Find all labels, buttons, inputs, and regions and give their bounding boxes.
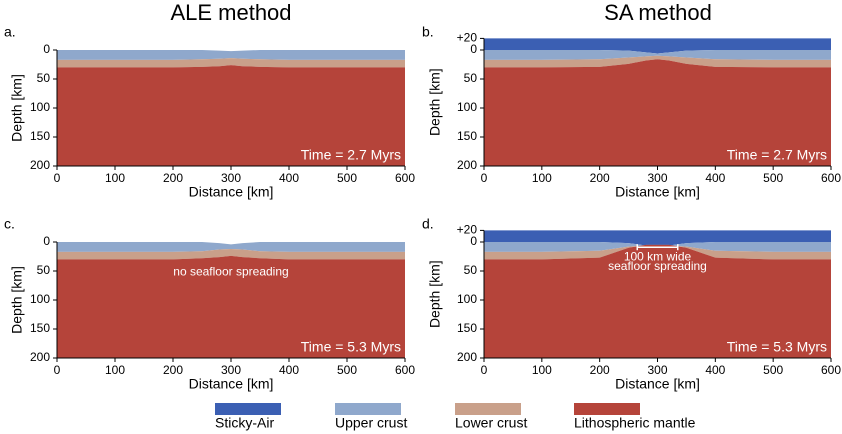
legend-swatch <box>335 403 401 415</box>
y-tick-label: 0 <box>43 42 50 56</box>
layer <box>484 244 831 358</box>
y-tick-label: 50 <box>464 263 478 277</box>
x-tick-label: 400 <box>279 171 299 185</box>
x-tick-label: 500 <box>337 363 357 377</box>
column-title: SA method <box>604 0 712 25</box>
layer <box>484 242 831 252</box>
y-axis-label: Depth [km] <box>9 74 25 142</box>
y-tick-label: +20 <box>457 223 478 237</box>
x-tick-label: 600 <box>395 363 415 377</box>
x-tick-label: 300 <box>647 171 667 185</box>
x-tick-label: 400 <box>705 171 725 185</box>
annotation: 100 km wide <box>624 249 692 263</box>
y-tick-label: 50 <box>37 71 51 85</box>
x-tick-label: 400 <box>279 363 299 377</box>
y-tick-label: 100 <box>457 292 477 306</box>
x-tick-label: 0 <box>54 363 61 377</box>
legend-label: Lower crust <box>455 415 527 431</box>
x-tick-label: 300 <box>221 171 241 185</box>
y-tick-label: 200 <box>30 350 50 364</box>
time-label: Time = 2.7 Myrs <box>301 147 401 163</box>
y-tick-label: 150 <box>457 129 477 143</box>
layer <box>57 255 405 358</box>
x-tick-label: 600 <box>821 363 841 377</box>
panel-label: c. <box>4 216 15 232</box>
legend-label: Sticky-Air <box>215 415 274 431</box>
y-tick-label: 0 <box>470 42 477 56</box>
y-tick-label: 100 <box>30 292 50 306</box>
panel-label: d. <box>422 216 434 232</box>
x-axis-label: Distance [km] <box>189 376 274 392</box>
x-tick-label: 100 <box>532 363 552 377</box>
x-tick-label: 500 <box>763 171 783 185</box>
panel-label: a. <box>4 24 16 40</box>
x-tick-label: 200 <box>163 171 183 185</box>
x-tick-label: 0 <box>481 363 488 377</box>
x-tick-label: 100 <box>105 171 125 185</box>
x-tick-label: 500 <box>337 171 357 185</box>
x-tick-label: 0 <box>54 171 61 185</box>
layer <box>57 50 405 60</box>
y-tick-label: 150 <box>457 321 477 335</box>
y-tick-label: 50 <box>37 263 51 277</box>
x-tick-label: 100 <box>105 363 125 377</box>
layer <box>484 50 831 60</box>
legend-swatch <box>574 403 640 415</box>
annotation: no seafloor spreading <box>173 264 288 278</box>
panel-label: b. <box>422 24 434 40</box>
time-label: Time = 2.7 Myrs <box>727 147 827 163</box>
legend-label: Upper crust <box>335 415 407 431</box>
y-tick-label: 150 <box>30 129 50 143</box>
y-axis-label: Depth [km] <box>427 260 443 328</box>
x-tick-label: 500 <box>763 363 783 377</box>
layer <box>484 55 831 68</box>
y-tick-label: 100 <box>457 100 477 114</box>
x-tick-label: 200 <box>163 363 183 377</box>
y-tick-label: 0 <box>470 234 477 248</box>
time-label: Time = 5.3 Myrs <box>727 339 827 355</box>
layer <box>484 59 831 166</box>
legend-label: Lithospheric mantle <box>574 415 696 431</box>
x-tick-label: 600 <box>395 171 415 185</box>
x-tick-label: 200 <box>590 363 610 377</box>
x-tick-label: 100 <box>532 171 552 185</box>
layer <box>484 38 831 54</box>
layer <box>57 65 405 166</box>
y-tick-label: 200 <box>30 158 50 172</box>
y-tick-label: +20 <box>457 31 478 45</box>
layer <box>57 58 405 68</box>
y-tick-label: 200 <box>457 158 477 172</box>
x-tick-label: 600 <box>821 171 841 185</box>
x-tick-label: 400 <box>705 363 725 377</box>
y-axis-label: Depth [km] <box>9 266 25 334</box>
layer <box>57 242 405 252</box>
x-axis-label: Distance [km] <box>615 376 700 392</box>
x-tick-label: 0 <box>481 171 488 185</box>
x-axis-label: Distance [km] <box>615 184 700 200</box>
layer <box>484 230 831 247</box>
x-axis-label: Distance [km] <box>189 184 274 200</box>
x-tick-label: 300 <box>647 363 667 377</box>
y-tick-label: 200 <box>457 350 477 364</box>
x-tick-label: 200 <box>590 171 610 185</box>
column-title: ALE method <box>170 0 291 25</box>
time-label: Time = 5.3 Myrs <box>301 339 401 355</box>
y-tick-label: 150 <box>30 321 50 335</box>
y-tick-label: 50 <box>464 71 478 85</box>
y-tick-label: 100 <box>30 100 50 114</box>
layer <box>484 244 831 260</box>
layer <box>57 248 405 260</box>
annotation: seafloor spreading <box>608 259 707 273</box>
legend-swatch <box>455 403 521 415</box>
legend-swatch <box>215 403 281 415</box>
y-axis-label: Depth [km] <box>427 68 443 136</box>
y-tick-label: 0 <box>43 234 50 248</box>
x-tick-label: 300 <box>221 363 241 377</box>
